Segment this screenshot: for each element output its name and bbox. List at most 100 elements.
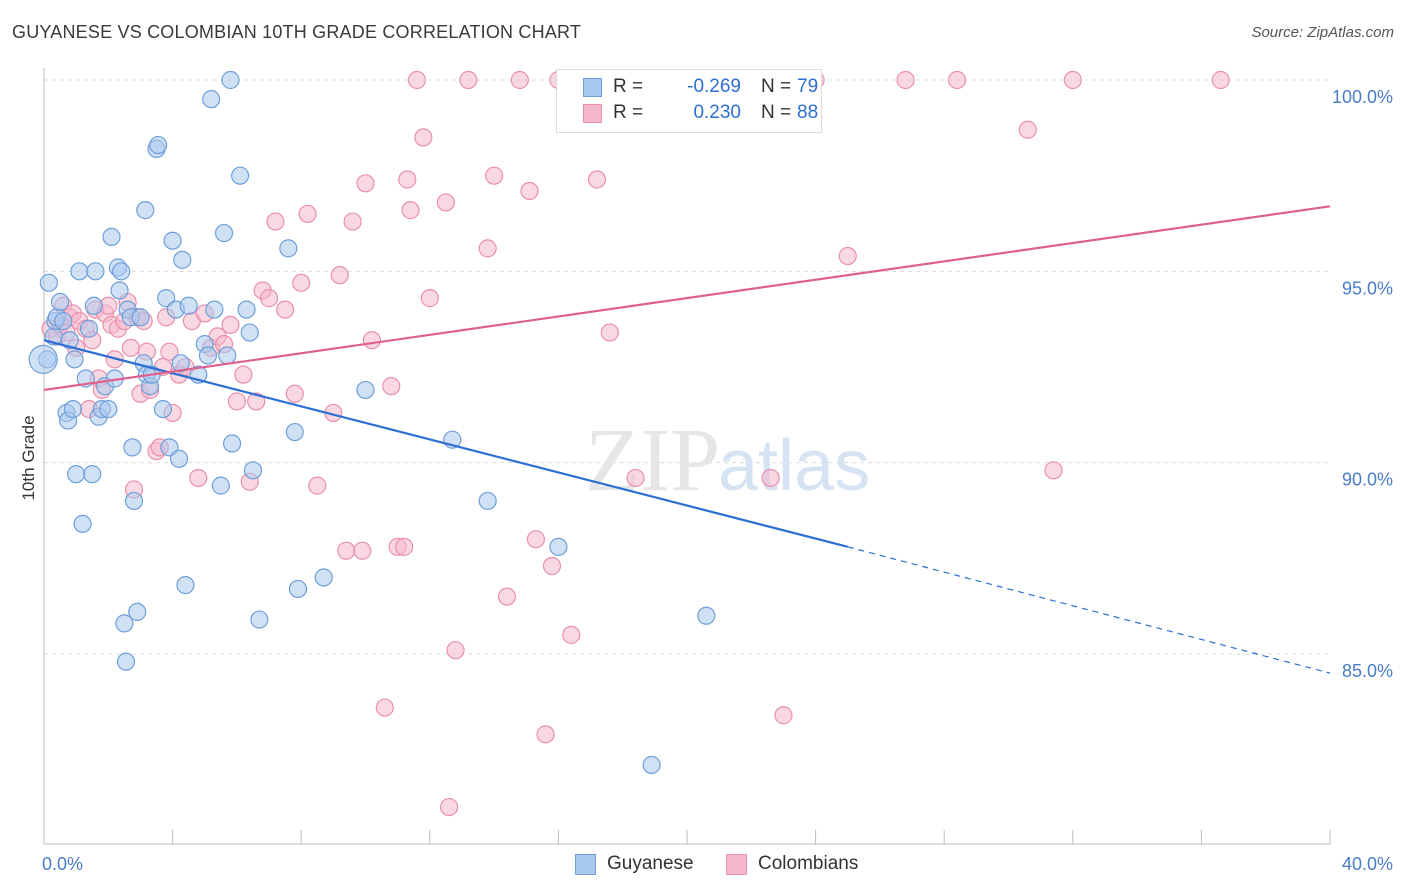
colombians-point [774,706,793,725]
guyanese-point [697,606,716,625]
colombians-point [259,289,279,308]
guyanese-point [231,166,250,185]
colombians-point [343,212,362,231]
guyanese-point [65,350,84,369]
guyanese-point [131,308,150,327]
guyanese-point [314,568,333,587]
colombians-point [542,556,562,576]
colombians-point [160,342,179,361]
colombians-point [398,170,417,189]
guyanese-point [124,491,144,511]
colombians-point [459,70,478,90]
guyanese-point [136,201,155,220]
colombians-point [308,476,327,495]
guyanese-point [478,491,497,511]
guyanese-point [169,449,189,468]
colombians-point [276,300,295,319]
guyanese-point [60,331,79,350]
guyanese-point [549,537,568,556]
guyanese-point [279,239,298,258]
grid-lines [44,79,1330,655]
guyanese-legend-label: Guyanese [607,853,694,874]
correlation-legend: R = -0.269 N = 79 R = 0.230 N = 88 [556,69,822,133]
guyanese-point [173,250,192,269]
colombians-point [375,698,394,717]
colombians-point [587,170,607,189]
guyanese-swatch [583,78,602,97]
n-label: N = [761,76,792,97]
colombians-point [394,537,414,556]
x-tick-label: 40.0% [1342,854,1393,874]
r-label: R = [613,76,644,97]
colombians-point [121,338,140,357]
y-tick-label: 90.0% [1342,470,1393,490]
guyanese-point [214,223,234,243]
colombians-point [266,212,285,231]
colombians-point [485,166,504,185]
guyanese-point [243,461,263,480]
y-tick-label: 95.0% [1342,278,1393,298]
guyanese-trend-line [43,339,849,548]
guyanese-point [102,227,121,246]
guyanese-point [67,465,86,484]
colombians-point [526,530,545,549]
guyanese-point [70,262,89,281]
guyanese-point [83,465,102,484]
guyanese-point [115,614,134,633]
colombians-point [362,331,382,350]
colombians-point [234,365,253,384]
guyanese-point [218,346,237,365]
guyanese-point-large [28,344,58,374]
guyanese-point [153,399,173,419]
y-axis-label: 10th Grade [19,415,38,500]
colombians-point [536,725,555,744]
guyanese-point [86,262,105,281]
axes [43,68,1331,845]
colombians-point [420,289,439,308]
guyanese-point [54,311,73,331]
r-label: R = [613,102,644,123]
colombians-point [446,641,465,660]
colombians-point [439,797,459,817]
guyanese-point [149,135,168,155]
colombians-point [285,384,304,403]
colombians-legend-swatch [726,854,747,875]
guyanese-point [63,399,83,419]
colombians-point [1063,70,1082,90]
n-value: 79 [797,76,819,97]
guyanese-point [50,292,70,312]
guyanese-point [116,652,136,671]
r-value: 0.230 [693,102,741,123]
guyanese-point [176,576,195,595]
guyanese-point [39,273,58,292]
colombians-point [838,246,857,266]
colombians-point [247,392,266,411]
watermark-zip: ZIP [585,411,720,510]
guyanese-point [211,476,230,495]
guyanese-point [240,323,259,342]
source-label: Source: ZipAtlas.com [1251,24,1394,41]
colombians-point [947,70,967,90]
guyanese-point [202,90,221,109]
colombians-point [436,193,455,212]
guyanese-point [179,296,198,315]
colombians-point [330,266,349,285]
colombians-point [896,70,915,90]
guyanese-point [205,300,224,319]
colombians-point [510,70,529,90]
guyanese-point [221,70,240,90]
colombians-point [414,128,433,147]
r-value: -0.269 [687,76,741,97]
guyanese-point [642,755,661,775]
colombians-point [562,625,581,644]
colombians-point [520,181,539,201]
guyanese-point [237,300,256,319]
colombians-point [401,201,420,220]
x-tick-label: 0.0% [42,854,83,874]
guyanese-point [288,579,308,599]
guyanese-point [222,434,242,453]
colombians-point [353,541,372,560]
colombians-point [1211,70,1230,90]
guyanese-point [285,422,304,442]
